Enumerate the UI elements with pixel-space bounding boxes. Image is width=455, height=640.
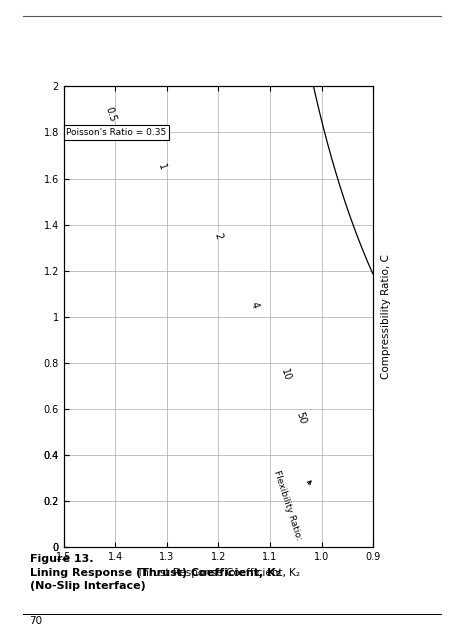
Text: Figure 13.: Figure 13. (30, 554, 93, 564)
Text: 1: 1 (156, 163, 167, 172)
X-axis label: Thrust Response Coefficient, K₂: Thrust Response Coefficient, K₂ (136, 568, 300, 578)
Text: 70: 70 (30, 616, 43, 626)
Text: (No-Slip Interface): (No-Slip Interface) (30, 581, 145, 591)
Text: Poisson's Ratio = 0.35: Poisson's Ratio = 0.35 (66, 128, 167, 137)
Text: 4: 4 (249, 301, 260, 310)
Text: 0.5: 0.5 (103, 105, 117, 123)
Text: Flexibility Ratio:: Flexibility Ratio: (273, 470, 311, 542)
Text: Lining Response (Thrust) Coefficient, K₂: Lining Response (Thrust) Coefficient, K₂ (30, 568, 280, 578)
Text: 2: 2 (212, 232, 224, 241)
Text: 50: 50 (294, 411, 308, 426)
Y-axis label: Compressibility Ratio, C: Compressibility Ratio, C (381, 254, 391, 380)
Text: 10: 10 (279, 367, 292, 382)
